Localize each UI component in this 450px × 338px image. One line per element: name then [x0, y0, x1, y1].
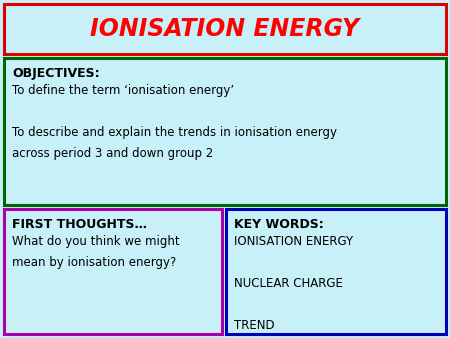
Text: IONISATION ENERGY: IONISATION ENERGY	[90, 17, 360, 41]
Text: KEY WORDS:: KEY WORDS:	[234, 218, 324, 231]
FancyBboxPatch shape	[4, 4, 446, 54]
FancyBboxPatch shape	[4, 58, 446, 205]
FancyBboxPatch shape	[4, 209, 222, 334]
Text: OBJECTIVES:: OBJECTIVES:	[12, 67, 99, 80]
FancyBboxPatch shape	[226, 209, 446, 334]
Text: To define the term ‘ionisation energy’

To describe and explain the trends in io: To define the term ‘ionisation energy’ T…	[12, 84, 337, 160]
Text: FIRST THOUGHTS…: FIRST THOUGHTS…	[12, 218, 147, 231]
Text: IONISATION ENERGY

NUCLEAR CHARGE

TREND: IONISATION ENERGY NUCLEAR CHARGE TREND	[234, 235, 353, 332]
Text: What do you think we might
mean by ionisation energy?: What do you think we might mean by ionis…	[12, 235, 180, 269]
